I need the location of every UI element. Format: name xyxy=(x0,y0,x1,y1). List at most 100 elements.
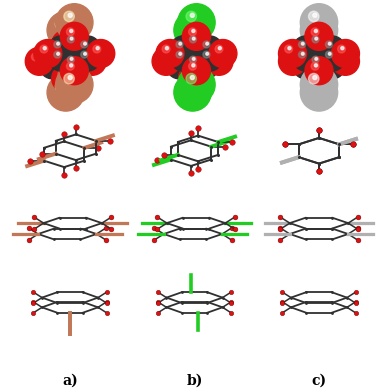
Circle shape xyxy=(206,52,209,55)
Circle shape xyxy=(293,54,318,79)
Circle shape xyxy=(311,70,319,78)
Circle shape xyxy=(48,50,51,53)
Circle shape xyxy=(192,64,195,67)
Circle shape xyxy=(172,49,179,56)
Circle shape xyxy=(298,41,305,48)
Circle shape xyxy=(67,62,74,70)
Circle shape xyxy=(47,74,84,111)
Circle shape xyxy=(194,44,219,69)
Circle shape xyxy=(194,54,219,79)
Circle shape xyxy=(288,47,291,50)
Circle shape xyxy=(301,60,304,63)
Circle shape xyxy=(305,30,333,58)
Circle shape xyxy=(215,45,223,53)
Circle shape xyxy=(328,52,331,55)
Circle shape xyxy=(61,65,64,68)
Circle shape xyxy=(192,57,195,60)
Circle shape xyxy=(209,39,237,68)
Circle shape xyxy=(182,19,193,29)
Circle shape xyxy=(70,37,73,40)
Circle shape xyxy=(84,52,86,55)
Circle shape xyxy=(298,49,305,56)
Circle shape xyxy=(285,53,293,61)
Circle shape xyxy=(175,60,178,63)
Circle shape xyxy=(298,59,305,66)
Circle shape xyxy=(326,41,333,48)
Circle shape xyxy=(48,36,73,61)
Circle shape xyxy=(300,74,338,111)
Circle shape xyxy=(178,66,215,103)
Text: c): c) xyxy=(312,373,326,387)
Circle shape xyxy=(312,64,319,71)
Circle shape xyxy=(40,45,48,53)
Circle shape xyxy=(64,11,74,22)
Circle shape xyxy=(176,41,183,48)
Circle shape xyxy=(279,39,307,68)
Circle shape xyxy=(53,39,78,64)
Circle shape xyxy=(59,44,66,51)
Circle shape xyxy=(313,83,317,87)
Circle shape xyxy=(305,22,333,50)
Circle shape xyxy=(312,44,319,51)
Circle shape xyxy=(186,44,193,51)
Circle shape xyxy=(61,37,64,40)
Circle shape xyxy=(179,52,182,55)
Circle shape xyxy=(320,54,345,79)
Circle shape xyxy=(186,83,191,87)
Circle shape xyxy=(43,47,46,50)
Circle shape xyxy=(338,45,345,53)
Circle shape xyxy=(93,45,101,53)
Circle shape xyxy=(314,64,317,67)
Circle shape xyxy=(202,60,205,63)
Text: a): a) xyxy=(62,373,78,387)
Circle shape xyxy=(199,59,206,66)
Circle shape xyxy=(308,11,319,22)
Circle shape xyxy=(311,62,319,70)
Circle shape xyxy=(170,46,195,71)
Circle shape xyxy=(214,54,217,57)
Circle shape xyxy=(166,54,191,79)
Circle shape xyxy=(314,29,317,32)
Circle shape xyxy=(203,41,210,48)
Circle shape xyxy=(54,41,61,48)
Circle shape xyxy=(180,39,205,64)
Circle shape xyxy=(301,42,304,45)
Circle shape xyxy=(60,57,88,85)
Circle shape xyxy=(184,31,209,56)
Circle shape xyxy=(78,47,106,75)
Circle shape xyxy=(67,54,92,79)
Circle shape xyxy=(186,64,193,71)
Circle shape xyxy=(170,36,195,61)
Circle shape xyxy=(186,21,191,25)
Circle shape xyxy=(67,56,74,63)
Circle shape xyxy=(60,83,64,87)
Circle shape xyxy=(341,47,344,50)
Circle shape xyxy=(305,57,333,85)
Circle shape xyxy=(312,56,319,63)
Circle shape xyxy=(175,50,178,53)
Circle shape xyxy=(192,29,195,32)
Circle shape xyxy=(285,45,293,53)
Circle shape xyxy=(152,47,180,75)
Circle shape xyxy=(293,44,318,69)
Circle shape xyxy=(52,65,80,93)
Circle shape xyxy=(68,75,72,80)
Circle shape xyxy=(70,57,73,60)
Circle shape xyxy=(326,49,333,56)
Circle shape xyxy=(156,39,184,68)
Circle shape xyxy=(182,22,210,50)
Circle shape xyxy=(32,53,39,61)
Circle shape xyxy=(320,46,345,71)
Circle shape xyxy=(307,51,331,76)
Circle shape xyxy=(188,45,191,48)
Circle shape xyxy=(96,47,99,50)
Circle shape xyxy=(56,66,93,103)
Circle shape xyxy=(185,70,193,78)
Circle shape xyxy=(328,60,331,63)
Circle shape xyxy=(279,47,307,75)
Circle shape xyxy=(218,47,221,50)
Circle shape xyxy=(206,42,209,45)
Circle shape xyxy=(62,51,87,76)
Circle shape xyxy=(313,21,317,25)
Circle shape xyxy=(84,42,86,45)
